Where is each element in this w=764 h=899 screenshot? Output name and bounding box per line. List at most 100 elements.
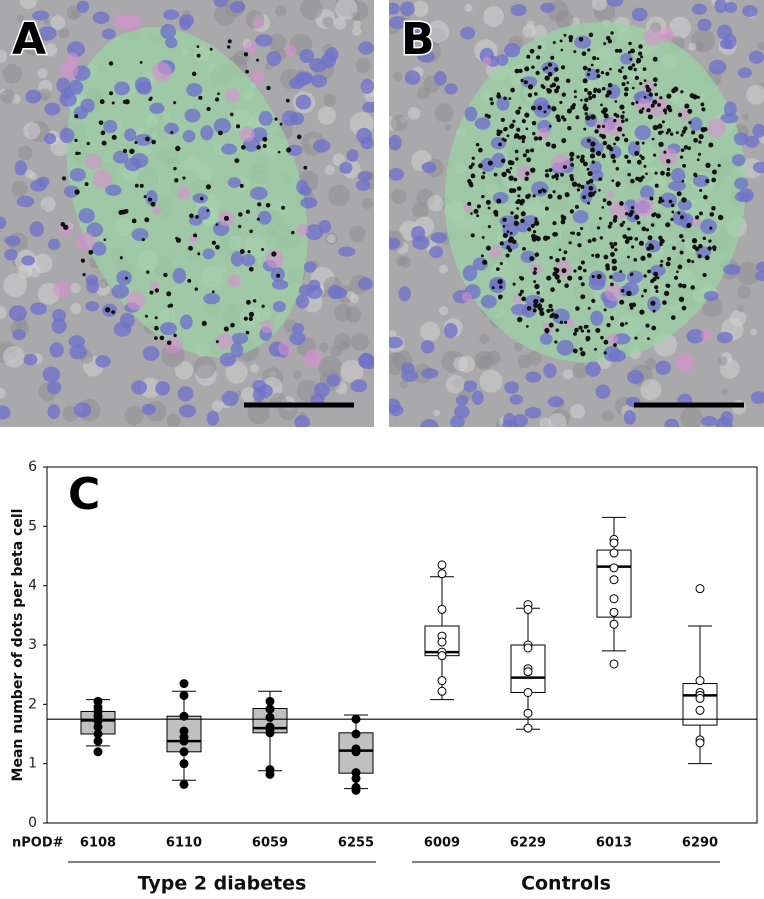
dot (550, 55, 555, 60)
dot (111, 134, 117, 140)
texture (19, 0, 37, 10)
dot (555, 328, 560, 332)
dot (653, 153, 657, 157)
dot (649, 115, 653, 119)
texture (390, 114, 408, 132)
dot (595, 327, 601, 333)
texture (193, 356, 217, 379)
nucleus (47, 404, 61, 420)
texture (539, 417, 552, 427)
dot (206, 106, 211, 112)
dot (657, 123, 663, 129)
dot (147, 197, 153, 202)
dot (635, 141, 640, 146)
category-label: 6290 (682, 836, 718, 851)
stain (512, 294, 523, 304)
point (695, 738, 705, 748)
nucleus (258, 111, 273, 126)
dot (197, 252, 201, 256)
point (695, 676, 705, 686)
nucleus (677, 199, 692, 211)
dot (511, 239, 517, 245)
point (265, 696, 275, 706)
dot (548, 124, 552, 128)
point (437, 686, 447, 696)
y-tick-label: 3 (28, 637, 37, 653)
dot (613, 241, 618, 246)
dot (576, 231, 581, 237)
dot (613, 343, 617, 347)
dot (643, 164, 647, 168)
group-label: Controls (521, 873, 611, 895)
dot (561, 256, 566, 261)
dot (143, 195, 147, 199)
dot (686, 222, 692, 229)
dot (578, 36, 584, 42)
dot (82, 273, 86, 277)
dot (146, 270, 150, 274)
dot (688, 120, 692, 125)
dot (629, 57, 633, 61)
point (265, 712, 275, 722)
dot (601, 154, 606, 159)
nucleus (723, 2, 738, 14)
dot (582, 78, 588, 84)
dot (652, 56, 658, 62)
dot (521, 119, 526, 124)
texture (17, 145, 33, 161)
nucleus (547, 396, 564, 408)
nucleus (257, 384, 273, 398)
dot (694, 246, 700, 252)
dot (505, 253, 510, 258)
dot (245, 330, 250, 335)
dot (88, 249, 94, 255)
dot (661, 120, 665, 124)
dot (605, 263, 610, 268)
stain (675, 353, 695, 372)
nucleus (141, 403, 156, 415)
nucleus (640, 185, 655, 200)
dot (533, 298, 539, 305)
dot (285, 98, 290, 103)
dot (576, 188, 581, 192)
texture (640, 378, 662, 401)
dot (303, 165, 308, 170)
dot (682, 163, 687, 168)
dot (524, 112, 530, 118)
point (695, 705, 705, 715)
texture (29, 172, 37, 180)
dot (579, 157, 585, 164)
dot (75, 151, 79, 156)
dot (630, 178, 635, 184)
dot (627, 172, 631, 177)
dot (585, 324, 589, 329)
texture (426, 20, 450, 44)
dot (588, 32, 594, 38)
dot (575, 306, 580, 311)
dot (154, 316, 158, 320)
nucleus (76, 0, 90, 13)
nucleus (421, 161, 437, 174)
dot (487, 206, 491, 210)
dot (551, 143, 557, 149)
texture (444, 123, 452, 131)
dot (590, 63, 594, 67)
dot (621, 82, 626, 87)
nucleus (734, 177, 749, 190)
nucleus (221, 143, 237, 155)
dot (534, 284, 538, 288)
nucleus (533, 97, 549, 112)
nucleus (450, 415, 465, 427)
texture (479, 369, 503, 393)
dot (196, 45, 200, 48)
nucleus (462, 265, 478, 282)
dot (550, 287, 555, 292)
stain (244, 41, 257, 54)
nucleus (504, 42, 521, 58)
dot (134, 183, 139, 188)
point (179, 690, 189, 700)
dot (646, 108, 651, 113)
point (437, 569, 447, 579)
dot (141, 238, 145, 242)
dot (626, 159, 632, 164)
